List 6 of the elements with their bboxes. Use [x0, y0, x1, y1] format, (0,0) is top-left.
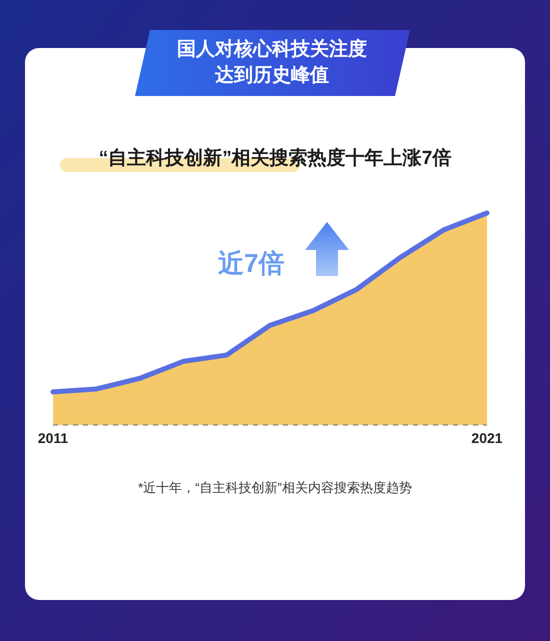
text: *近十年，“自主科技创新”相关内容搜索热度趋势: [138, 480, 412, 495]
chart-subtitle: “自主科技创新”相关搜索热度十年上涨7倍: [98, 147, 452, 169]
x-tick-label: 2011: [38, 430, 68, 446]
annotation: 近7倍: [218, 248, 284, 278]
x-tick-label: 2021: [471, 430, 503, 446]
chart-title: 国人对核心科技关注度达到历史峰值: [177, 38, 367, 86]
